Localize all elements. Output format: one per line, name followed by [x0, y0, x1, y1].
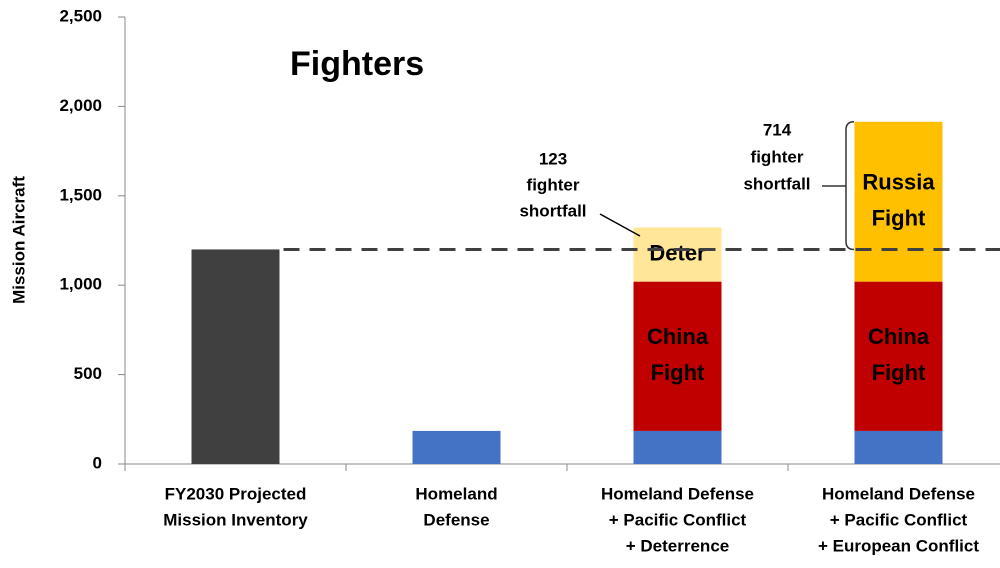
- bar-segment: [633, 227, 722, 282]
- x-tick-label: Homeland Defense: [601, 484, 754, 503]
- bar-segment: [191, 249, 280, 464]
- x-tick-label: + Pacific Conflict: [609, 510, 747, 529]
- y-tick-label: 2,500: [59, 6, 102, 25]
- chart-title: Fighters: [290, 45, 424, 83]
- bracket: [845, 121, 855, 251]
- y-axis-label: Mission Aircraft: [9, 176, 28, 304]
- annotation: fighter: [527, 175, 580, 194]
- annotation: 714: [763, 120, 792, 139]
- y-tick-label: 2,000: [59, 96, 102, 115]
- segment-label: Deter: [649, 240, 706, 265]
- annotation: shortfall: [519, 201, 586, 220]
- x-tick-label: FY2030 Projected: [165, 484, 307, 503]
- leader: [599, 213, 641, 237]
- segment-label: Fight: [651, 360, 705, 385]
- x-tick-label: + Pacific Conflict: [830, 510, 968, 529]
- annotation: fighter: [751, 147, 804, 166]
- x-tick-label: Homeland: [415, 484, 497, 503]
- annotation: shortfall: [743, 174, 810, 193]
- annotation: 123: [539, 149, 567, 168]
- y-tick-label: 0: [93, 453, 102, 472]
- segment-label: China: [647, 324, 709, 349]
- bar-segment: [633, 281, 722, 431]
- x-tick-label: Homeland Defense: [822, 484, 975, 503]
- bar-segment: [854, 121, 943, 282]
- bar-segment: [854, 281, 943, 431]
- y-tick-label: 1,000: [59, 275, 102, 294]
- bar-segment: [633, 430, 722, 464]
- segment-label: Fight: [872, 360, 926, 385]
- y-tick-label: 1,500: [59, 185, 102, 204]
- y-tick-label: 500: [74, 364, 102, 383]
- x-tick-label: Mission Inventory: [163, 510, 308, 529]
- x-tick-label: + European Conflict: [818, 536, 979, 555]
- segment-label: Russia: [862, 170, 935, 195]
- bar-segment: [412, 430, 501, 464]
- bar-segment: [854, 430, 943, 464]
- x-tick-label: + Deterrence: [626, 536, 729, 555]
- segment-label: Fight: [872, 206, 926, 231]
- x-tick-label: Defense: [423, 510, 489, 529]
- segment-label: China: [868, 324, 930, 349]
